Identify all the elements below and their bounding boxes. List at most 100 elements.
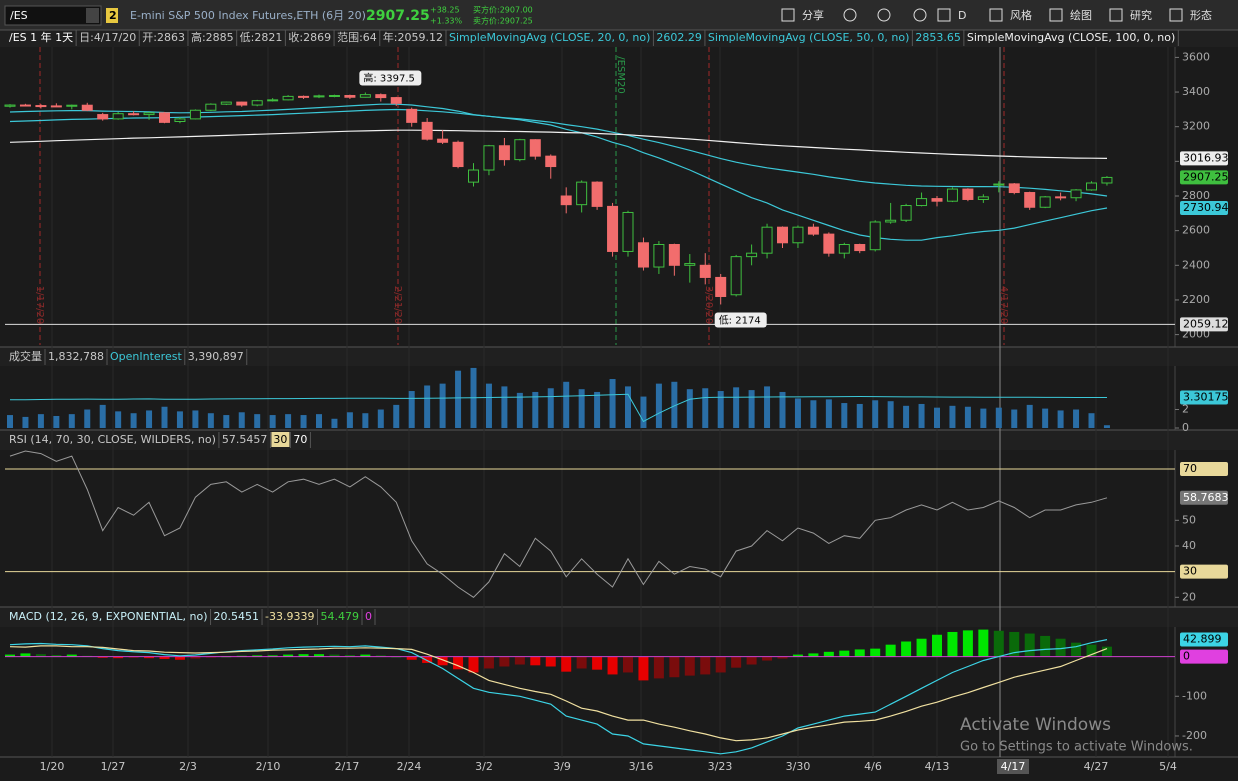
volume-bar [161,406,168,428]
low-label: 低: 2174 [719,313,761,326]
axis-value-box [1180,632,1228,647]
candle-body [699,264,711,278]
histogram-bar [792,654,803,657]
axis-value-box [1180,461,1228,476]
x-tick-label: 5/4 [1159,760,1177,773]
volume-bar [455,370,462,428]
open-interest-line [9,393,1107,423]
candle-body [421,121,433,140]
volume-bar [285,414,292,428]
volume-bar [485,383,492,428]
volume-bar [269,415,276,428]
histogram-bar [159,656,170,659]
toolbar-icon[interactable] [1109,8,1123,22]
toolbar-icon[interactable] [937,8,951,22]
toolbar-button[interactable]: 风格 [1010,8,1032,22]
axis-value-label: 0 [1183,650,1190,663]
axis-value-box [1180,170,1228,185]
volume-bar [671,381,678,428]
histogram-bar [978,629,989,657]
histogram-bar [97,656,108,658]
histogram-bar [406,656,417,660]
toolbar-button[interactable]: D [958,9,966,22]
description: E-mini S&P 500 Index Futures,ETH (6月 20) [130,9,366,22]
histogram-bar [746,656,757,665]
histogram-bar [777,656,788,659]
volume-bar [532,391,539,428]
x-tick-label: 3/16 [629,760,654,773]
event-label: 3/20/20 [703,286,714,325]
header-item: 年:2059.12 [383,30,443,44]
candle-body [498,145,510,161]
candle-body [35,105,47,108]
indicator-value: 20.5451 [214,610,260,623]
candle-body [159,112,170,123]
histogram-bar [314,654,324,657]
volume-bar [918,403,925,428]
toolbar-button[interactable]: 分享 [802,8,824,22]
toolbar-icon[interactable] [877,8,891,22]
toolbar-button[interactable]: 研究 [1130,8,1152,22]
toolbar [0,0,1238,30]
volume-bar [764,386,771,428]
volume-bar [408,391,415,428]
panel-header [0,30,1238,47]
cursor-date-box [997,759,1029,774]
volume-bar [686,389,693,428]
zero-value: 0 [365,610,372,623]
volume-bar [516,392,523,428]
volume-bar [1073,409,1080,428]
symbol-box[interactable] [4,5,102,26]
candle-body [746,252,758,258]
candle-body [328,95,340,98]
candle-body [823,233,835,254]
toolbar-icon[interactable] [1049,8,1063,22]
candle-body [298,95,310,98]
histogram-bar [653,656,664,679]
axis-value-label: 2059.12 [1183,317,1229,330]
toolbar-icon[interactable] [989,8,1003,22]
candle-body [807,226,819,235]
candle-body [560,195,572,206]
contract-label: /ESM20 [615,56,626,93]
y-tick-label: 2 [1182,403,1189,416]
legend-entry: SimpleMovingAvg (CLOSE, 50, 0, no) [708,31,909,44]
volume-bar [192,410,199,428]
candle-body [730,256,742,296]
histogram-bar [5,654,15,657]
toolbar-button[interactable]: 形态 [1190,9,1212,22]
histogram-bar [638,656,649,681]
macd-line [9,645,1108,742]
candle-body [468,169,479,183]
histogram-bar [561,656,572,672]
toolbar-icon[interactable] [781,8,795,22]
candle-body [66,104,78,107]
candle-body [205,103,217,111]
histogram-bar [483,656,494,669]
histogram-bar [993,630,1004,657]
toolbar-button[interactable]: 绘图 [1070,8,1092,22]
toolbar-icon[interactable] [913,8,927,22]
watermark-title: Activate Windows [960,715,1111,735]
volume-bar [841,403,848,428]
histogram-bar [962,630,973,657]
candle-body [885,219,897,223]
candle-body [1101,176,1113,184]
header-item: /ES 1 年 1天 [9,30,73,44]
histogram-bar [823,651,834,657]
volume-bar [316,414,322,428]
histogram-bar [51,654,62,657]
histogram-bar [592,656,603,670]
rsi-line [9,450,1108,598]
toolbar-icon[interactable] [843,8,857,22]
header-item: 高:2885 [191,30,234,44]
candle-body [792,226,804,244]
macd-line [9,639,1108,755]
dropdown[interactable] [86,8,99,23]
axis-value-box [1180,564,1228,579]
candle-body [761,226,773,254]
histogram-bar [375,655,386,657]
toolbar-icon[interactable] [1169,8,1183,22]
legend-value: 2602.29 [656,31,702,44]
volume-bar [702,388,709,428]
